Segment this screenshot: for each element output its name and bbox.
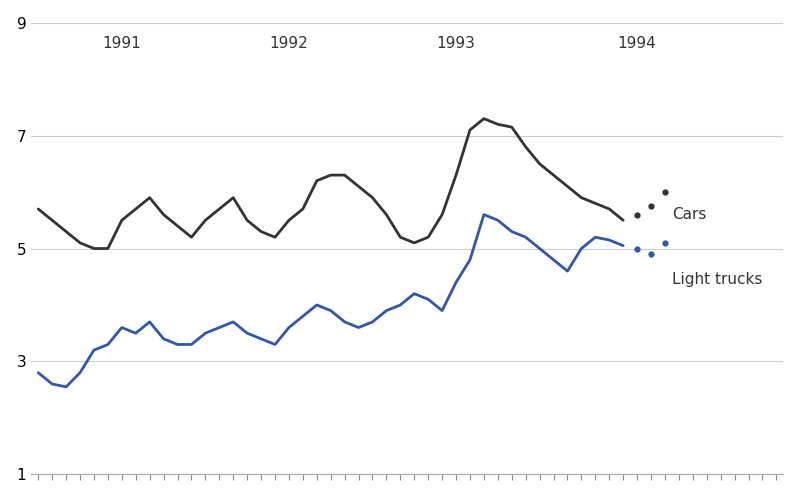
Text: 1992: 1992 — [270, 36, 308, 51]
Text: 1991: 1991 — [102, 36, 141, 51]
Text: 1993: 1993 — [437, 36, 475, 51]
Text: 1994: 1994 — [618, 36, 657, 51]
Text: Light trucks: Light trucks — [672, 272, 762, 287]
Text: Cars: Cars — [672, 207, 706, 222]
